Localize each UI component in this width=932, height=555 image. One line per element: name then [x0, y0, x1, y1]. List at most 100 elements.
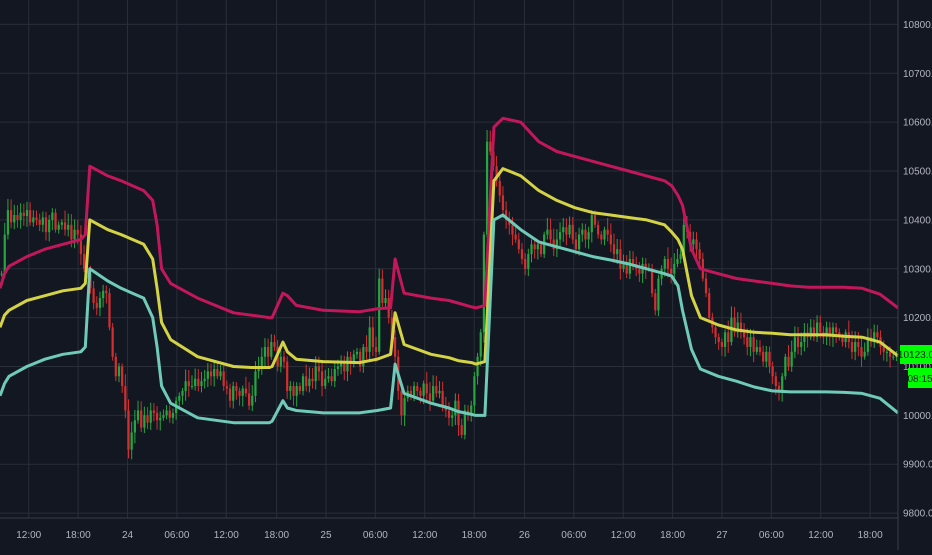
y-tick-label: 10300.0 [903, 264, 932, 275]
candle-body [501, 195, 505, 211]
candle-body [682, 224, 685, 255]
candle-body [546, 229, 549, 235]
y-tick-label: 10200.0 [903, 313, 932, 324]
x-tick-label: 12:00 [412, 530, 437, 541]
x-tick-label: 06:00 [759, 530, 784, 541]
candle-body [549, 229, 552, 240]
candle-body [654, 293, 657, 311]
candle-body [327, 376, 330, 379]
candle-body [336, 366, 340, 369]
candle-body [270, 342, 273, 357]
price-tag: 10123.0 08:15 [898, 345, 932, 388]
candle-body [622, 263, 625, 269]
candle-body [568, 224, 571, 235]
candle-body [286, 361, 289, 391]
candle-body [841, 337, 844, 343]
candle-body [197, 378, 200, 387]
candle-body [111, 327, 114, 357]
candle-body [768, 351, 771, 367]
candle-body [213, 368, 216, 377]
candle-body [235, 386, 238, 391]
x-tick-label: 06:00 [164, 530, 189, 541]
candle-body [793, 337, 796, 352]
candle-body [121, 366, 124, 387]
candle-body [714, 327, 717, 338]
candle-body [441, 390, 444, 406]
candle-body [577, 234, 581, 250]
candle-body [352, 354, 355, 365]
candle-body [717, 337, 720, 343]
candle-body [0, 273, 3, 275]
y-tick-label: 10400.0 [903, 215, 932, 226]
candle-body [584, 229, 587, 240]
candle-body [232, 386, 235, 401]
candle-body [251, 395, 254, 406]
candle-body [267, 346, 270, 357]
lower_band-line [0, 213, 899, 425]
candle-body [536, 244, 539, 250]
candlesticks [0, 129, 898, 460]
candle-body [600, 234, 603, 240]
middle_band-line [0, 167, 899, 369]
candle-body [625, 263, 628, 274]
candle-body [403, 398, 406, 416]
candle-body [666, 259, 670, 269]
candle-body [102, 290, 105, 299]
candle-body [698, 249, 701, 259]
candle-body [362, 346, 365, 367]
candle-body [777, 386, 781, 391]
candle-body [476, 356, 479, 377]
candle-body [317, 366, 321, 372]
candle-body [796, 337, 800, 347]
candle-body [238, 390, 241, 396]
candle-body [216, 368, 219, 377]
candle-body [650, 268, 654, 294]
candle-body [784, 356, 787, 377]
y-tick-label: 10700.0 [903, 69, 932, 80]
candle-body [51, 212, 54, 220]
price-axis[interactable]: 10800.0 10700.0 10600.0 10500.0 10400.0 10300… [897, 0, 932, 550]
candle-body [105, 290, 108, 294]
candle-body [222, 371, 225, 387]
candle-body [479, 332, 482, 357]
candle-body [835, 327, 838, 333]
candle-body [384, 298, 387, 303]
candle-body [819, 322, 822, 333]
candle-body [815, 322, 819, 338]
candle-body [438, 390, 441, 394]
x-tick-label: 26 [519, 530, 531, 541]
candle-body [133, 420, 136, 433]
candle-body [228, 388, 232, 401]
time-axis[interactable]: 12:00 18:00 24 06:00 12:00 18:00 25 06:00 12:00 1… [0, 517, 898, 541]
candle-body [209, 371, 213, 377]
candle-body [219, 371, 222, 377]
candle-body [451, 415, 454, 418]
candle-body [127, 410, 130, 450]
candle-body [609, 234, 612, 245]
candle-body [333, 368, 336, 382]
candle-body [524, 259, 527, 269]
y-tick-label: 9800.0 [903, 509, 932, 520]
candle-body [422, 383, 425, 396]
y-tick-label: 10100.0 [903, 362, 932, 373]
candle-body [892, 356, 895, 358]
candle-body [124, 386, 127, 411]
candle-body [473, 376, 476, 406]
candle-body [590, 215, 593, 233]
candle-body [692, 239, 695, 245]
candle-body [57, 224, 60, 230]
candle-body [273, 342, 276, 347]
candle-body [432, 386, 435, 401]
candle-body [168, 410, 171, 418]
candle-body [603, 229, 606, 240]
candle-body [825, 327, 828, 338]
candle-body [374, 346, 378, 352]
candle-body [863, 351, 866, 357]
candle-body [695, 239, 698, 250]
candle-body [460, 425, 463, 435]
candle-body [787, 356, 790, 367]
candle-body [765, 351, 768, 362]
